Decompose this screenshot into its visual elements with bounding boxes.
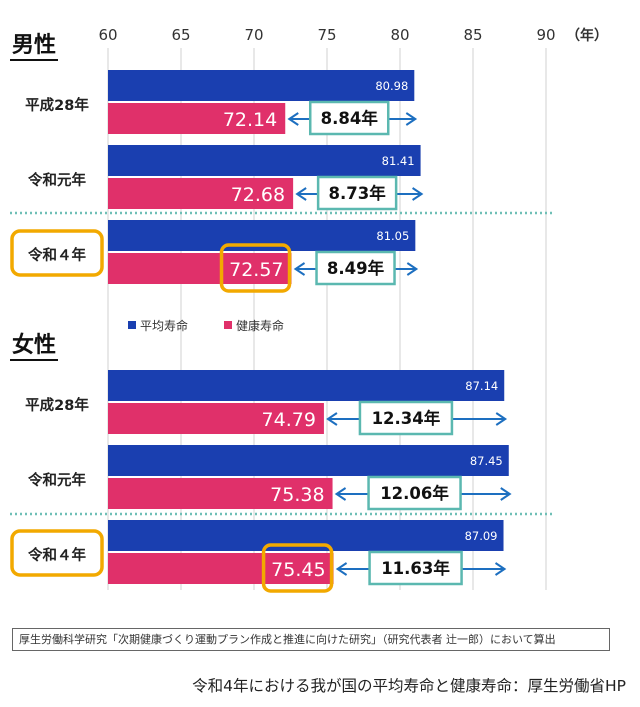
bar-average-life [108, 70, 415, 101]
bar-healthy-life [108, 553, 334, 584]
value-label-average: 87.09 [465, 529, 498, 543]
row-label: 令和４年 [28, 546, 86, 564]
row-label: 令和４年 [28, 246, 86, 264]
group-title: 男性 [12, 33, 56, 58]
bar-healthy-life [108, 103, 286, 134]
gap-label: 12.34年 [372, 408, 441, 428]
value-label-average: 87.14 [465, 379, 498, 393]
gap-label: 8.49年 [327, 258, 385, 278]
legend-swatch [128, 321, 136, 329]
value-highlight-box [261, 543, 334, 593]
gap-label: 8.73年 [329, 183, 387, 203]
legend-swatch [224, 321, 232, 329]
gap-label-box [315, 250, 396, 286]
value-label-healthy: 75.45 [271, 559, 325, 581]
gap-label-box [316, 175, 398, 211]
gap-arrow-right-head [494, 562, 507, 576]
legend-label: 平均寿命 [140, 318, 188, 333]
value-label-average: 80.98 [375, 79, 408, 93]
gap-arrow-left-head [295, 187, 307, 201]
gap-label-box [308, 100, 390, 136]
gap-arrow-left-head [293, 262, 306, 276]
row-label: 平成28年 [25, 96, 89, 114]
gap-arrow-right-head [406, 262, 419, 276]
group-title: 女性 [12, 332, 56, 358]
gap-arrow-right-head [412, 187, 424, 201]
value-label-average: 81.41 [382, 154, 415, 168]
bar-healthy-life [108, 178, 294, 209]
gap-arrow-right-head [495, 412, 508, 426]
x-tick-label: 65 [171, 26, 190, 44]
value-highlight-box [219, 243, 292, 293]
gap-label-box [367, 475, 462, 511]
x-tick-label: 85 [463, 26, 482, 44]
gap-label-box [358, 400, 454, 436]
row-label-highlight [10, 529, 104, 577]
row-label-highlight [10, 229, 104, 277]
value-label-healthy: 72.14 [223, 109, 277, 131]
gap-arrow-right-head [405, 112, 418, 126]
x-tick-label: 75 [317, 26, 336, 44]
bar-average-life [108, 445, 509, 476]
figure-caption: 令和4年における我が国の平均寿命と健康寿命：厚生労働省HP [192, 677, 626, 695]
value-label-average: 81.05 [376, 229, 409, 243]
value-label-average: 87.45 [470, 454, 503, 468]
row-label: 令和元年 [28, 171, 86, 189]
bar-average-life [108, 370, 505, 401]
bar-healthy-life [108, 478, 333, 509]
source-note: 厚生労働科学研究「次期健康づくり運動プラン作成と推進に向けた研究」（研究代表者 … [12, 628, 610, 651]
bar-healthy-life [108, 403, 324, 434]
row-label: 令和元年 [28, 471, 86, 489]
gap-label: 12.06年 [380, 483, 449, 503]
gap-label: 11.63年 [381, 558, 450, 578]
gap-label-box [368, 550, 463, 586]
bar-average-life [108, 145, 421, 176]
gap-arrow-left-head [334, 487, 347, 501]
x-tick-label: 70 [244, 26, 263, 44]
bar-healthy-life [108, 253, 292, 284]
value-label-healthy: 75.38 [270, 484, 324, 506]
x-tick-label: 90 [536, 26, 555, 44]
value-label-healthy: 72.68 [231, 184, 285, 206]
row-label: 平成28年 [25, 396, 89, 414]
x-tick-label: 60 [98, 26, 117, 44]
gap-arrow-left-head [335, 562, 348, 576]
gap-arrow-left-head [326, 412, 338, 426]
gap-label: 8.84年 [321, 108, 379, 128]
legend-label: 健康寿命 [236, 318, 284, 333]
gap-arrow-left-head [287, 112, 299, 126]
gap-arrow-right-head [500, 487, 512, 501]
value-label-healthy: 74.79 [262, 409, 316, 431]
value-label-healthy: 72.57 [229, 259, 283, 281]
x-axis-unit: （年） [566, 27, 608, 44]
x-tick-label: 80 [390, 26, 409, 44]
